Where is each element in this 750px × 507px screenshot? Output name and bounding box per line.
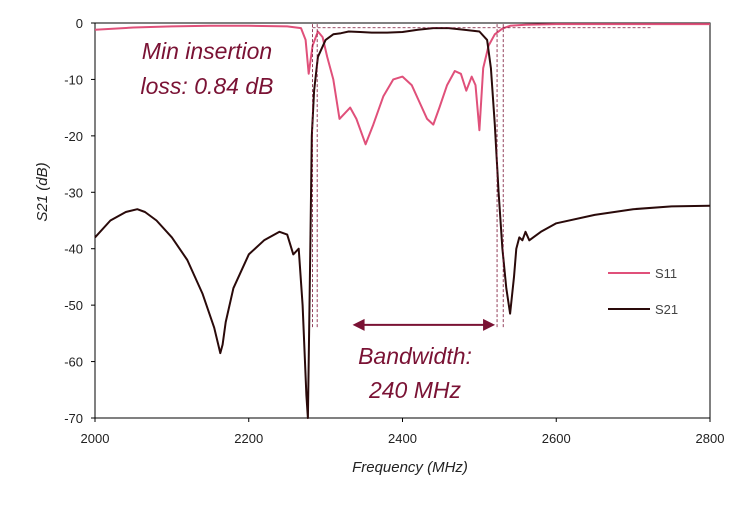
- legend: S11 S21: [608, 266, 678, 317]
- series-line-s21: [94, 27, 711, 419]
- series-layer: [94, 23, 711, 419]
- y-tick-label: 0: [76, 16, 83, 31]
- y-axis-title: S21 (dB): [34, 162, 51, 221]
- y-tick-label: -70: [64, 411, 83, 426]
- x-tick-labels: 2000 2200 2400 2600 2800: [81, 418, 725, 446]
- x-tick-label: 2400: [388, 431, 417, 446]
- y-tick-label: -50: [64, 298, 83, 313]
- legend-label-s21: S21: [655, 302, 678, 317]
- y-tick-label: -30: [64, 185, 83, 200]
- legend-label-s11: S11: [655, 266, 677, 281]
- bandwidth-arrow-right-head: [483, 318, 496, 331]
- annotation-bandwidth-line1: Bandwidth:: [358, 343, 472, 369]
- y-tick-label: -20: [64, 129, 83, 144]
- y-tick-label: -10: [64, 72, 83, 87]
- annotation-bandwidth-line2: 240 MHz: [368, 377, 462, 403]
- y-tick-label: -60: [64, 355, 83, 370]
- annotation-min-insertion-line2: loss: 0.84 dB: [141, 73, 274, 99]
- x-tick-label: 2800: [696, 431, 725, 446]
- x-tick-label: 2200: [234, 431, 263, 446]
- x-tick-label: 2600: [542, 431, 571, 446]
- bandwidth-arrow-left-head: [352, 318, 365, 331]
- x-tick-label: 2000: [81, 431, 110, 446]
- annotation-min-insertion-line1: Min insertion: [142, 38, 272, 64]
- y-tick-labels: 0 -10 -20 -30 -40 -50 -60 -70: [64, 16, 95, 426]
- y-tick-label: -40: [64, 242, 83, 257]
- x-axis-title: Frequency (MHz): [352, 459, 468, 476]
- annotation-layer: [312, 24, 653, 331]
